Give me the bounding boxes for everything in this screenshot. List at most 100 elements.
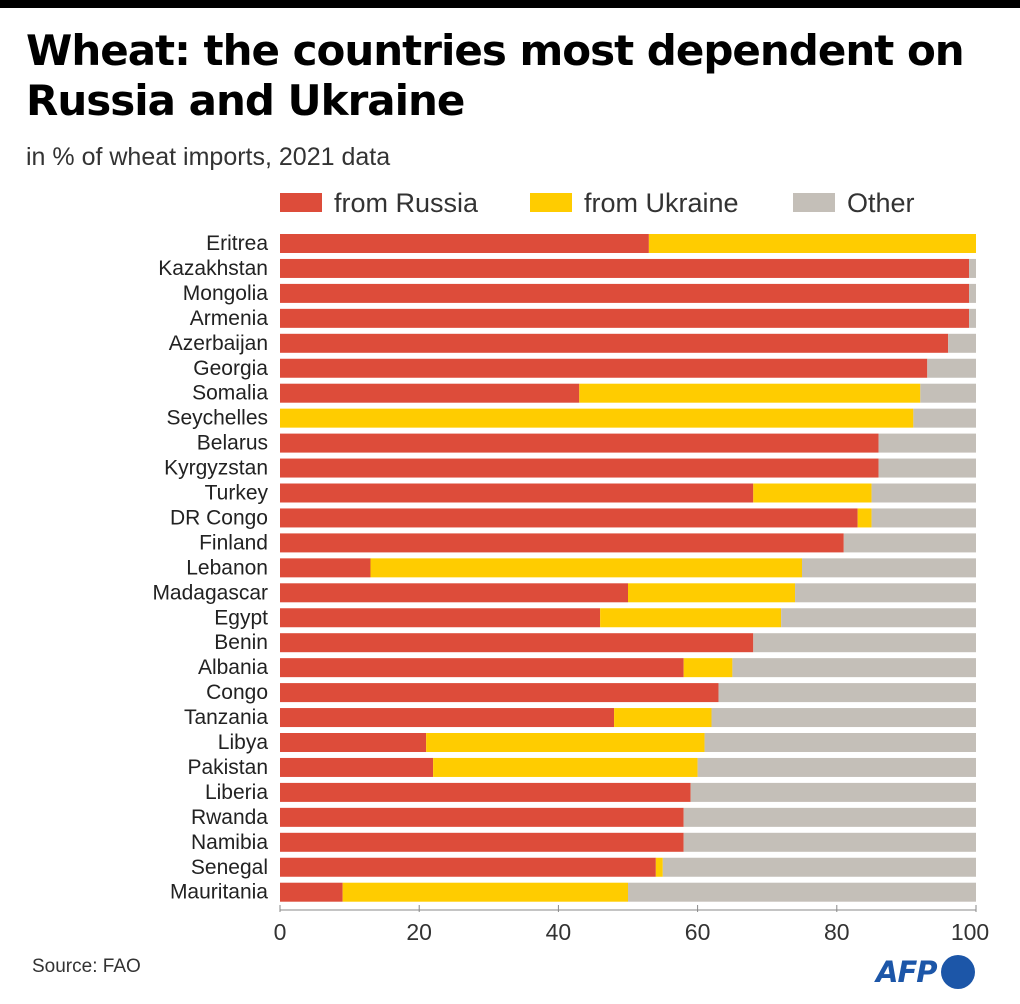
- bar-belarus-other: [878, 433, 976, 453]
- bar-albania-other: [732, 658, 976, 678]
- bar-kyrgyzstan-from-russia: [280, 458, 879, 478]
- bar-finland-other: [843, 533, 976, 553]
- afp-logo-text: AFP: [876, 955, 938, 989]
- category-label-lebanon: Lebanon: [186, 556, 268, 579]
- category-label-dr-congo: DR Congo: [170, 506, 268, 529]
- bar-libya-from-ukraine: [426, 733, 705, 752]
- bar-turkey-other: [871, 483, 976, 503]
- bar-egypt-other: [781, 608, 976, 628]
- bar-seychelles-other: [913, 408, 976, 428]
- category-label-mauritania: Mauritania: [170, 881, 268, 904]
- bar-tanzania-from-russia: [280, 708, 615, 728]
- bar-madagascar-from-ukraine: [628, 583, 796, 603]
- category-label-armenia: Armenia: [190, 307, 269, 330]
- bar-armenia-other: [969, 308, 976, 328]
- legend: from Russia from Ukraine Other: [280, 188, 915, 218]
- bar-pakistan-other: [697, 757, 976, 777]
- x-tick-label-20: 20: [406, 919, 432, 945]
- category-label-somalia: Somalia: [192, 382, 268, 405]
- bar-senegal-from-ukraine: [655, 857, 663, 877]
- bar-georgia-from-russia: [280, 358, 928, 378]
- category-label-azerbaijan: Azerbaijan: [169, 332, 268, 355]
- bar-namibia-from-russia: [280, 832, 684, 852]
- bar-liberia-other: [690, 782, 976, 802]
- legend-swatch-from-ukraine: [530, 193, 572, 212]
- bar-senegal-other: [662, 857, 976, 877]
- bar-turkey-from-russia: [280, 483, 754, 503]
- bar-congo-other: [718, 683, 976, 703]
- category-label-albania: Albania: [198, 656, 268, 679]
- bar-mongolia-from-russia: [280, 283, 970, 303]
- x-tick-label-100: 100: [951, 919, 989, 945]
- bar-egypt-from-russia: [280, 608, 601, 628]
- bar-azerbaijan-other: [948, 333, 976, 353]
- bar-lebanon-other: [802, 558, 976, 578]
- bar-dr-congo-other: [871, 508, 976, 528]
- bar-kazakhstan-other: [969, 258, 976, 278]
- bar-albania-from-ukraine: [683, 658, 733, 678]
- category-label-belarus: Belarus: [197, 432, 268, 455]
- bar-mauritania-from-russia: [280, 882, 343, 902]
- bar-benin-other: [753, 633, 976, 653]
- category-label-benin: Benin: [214, 631, 268, 654]
- category-label-congo: Congo: [206, 681, 268, 704]
- legend-swatch-other: [793, 193, 835, 212]
- bar-mauritania-other: [628, 882, 976, 902]
- category-label-pakistan: Pakistan: [187, 756, 268, 779]
- bar-eritrea-from-russia: [280, 234, 649, 253]
- bar-egypt-from-ukraine: [600, 608, 782, 628]
- bar-liberia-from-russia: [280, 782, 691, 802]
- bar-lebanon-from-ukraine: [370, 558, 802, 578]
- bar-belarus-from-russia: [280, 433, 879, 453]
- source-note: Source: FAO: [32, 956, 141, 977]
- category-label-kazakhstan: Kazakhstan: [158, 257, 268, 280]
- category-label-finland: Finland: [199, 531, 268, 554]
- bar-pakistan-from-russia: [280, 757, 434, 777]
- x-tick-label-40: 40: [546, 919, 572, 945]
- bar-benin-from-russia: [280, 633, 754, 653]
- legend-swatch-from-russia: [280, 193, 322, 212]
- category-label-rwanda: Rwanda: [191, 806, 268, 829]
- bar-georgia-other: [927, 358, 976, 378]
- bar-madagascar-other: [795, 583, 976, 603]
- bars: EritreaKazakhstanMongoliaArmeniaAzerbaij…: [152, 232, 976, 904]
- top-rule: [0, 0, 1020, 8]
- bar-somalia-from-ukraine: [579, 383, 921, 403]
- bar-dr-congo-from-ukraine: [857, 508, 872, 528]
- category-label-seychelles: Seychelles: [166, 407, 268, 430]
- x-axis: 0 20 40 60 80 100: [274, 905, 989, 945]
- bar-armenia-from-russia: [280, 308, 970, 328]
- category-label-eritrea: Eritrea: [206, 232, 268, 255]
- bar-somalia-other: [920, 383, 976, 403]
- bar-libya-from-russia: [280, 733, 427, 752]
- bar-dr-congo-from-russia: [280, 508, 858, 528]
- category-label-madagascar: Madagascar: [152, 581, 268, 604]
- x-tick-label-80: 80: [824, 919, 850, 945]
- legend-label-from-russia: from Russia: [334, 188, 479, 218]
- bar-congo-from-russia: [280, 683, 719, 703]
- bar-rwanda-other: [683, 807, 976, 827]
- category-label-georgia: Georgia: [193, 357, 268, 380]
- category-label-senegal: Senegal: [191, 856, 268, 879]
- category-label-liberia: Liberia: [205, 781, 268, 804]
- chart-title: Wheat: the countries most dependent on R…: [26, 26, 965, 125]
- chart-subtitle: in % of wheat imports, 2021 data: [26, 143, 391, 171]
- legend-label-from-ukraine: from Ukraine: [584, 188, 739, 218]
- bar-kazakhstan-from-russia: [280, 258, 970, 278]
- bar-pakistan-from-ukraine: [433, 757, 698, 777]
- bar-mauritania-from-ukraine: [342, 882, 628, 902]
- bar-mongolia-other: [969, 283, 976, 303]
- bar-rwanda-from-russia: [280, 807, 684, 827]
- x-tick-label-0: 0: [274, 919, 287, 945]
- legend-label-other: Other: [847, 188, 915, 218]
- bar-azerbaijan-from-russia: [280, 333, 949, 353]
- bar-madagascar-from-russia: [280, 583, 628, 603]
- bar-turkey-from-ukraine: [753, 483, 872, 503]
- bar-kyrgyzstan-other: [878, 458, 976, 478]
- category-label-namibia: Namibia: [191, 831, 268, 854]
- category-label-egypt: Egypt: [214, 606, 268, 629]
- bar-seychelles-from-ukraine: [280, 408, 914, 428]
- afp-logo-dot-icon: [940, 955, 975, 989]
- bar-tanzania-from-ukraine: [614, 708, 712, 728]
